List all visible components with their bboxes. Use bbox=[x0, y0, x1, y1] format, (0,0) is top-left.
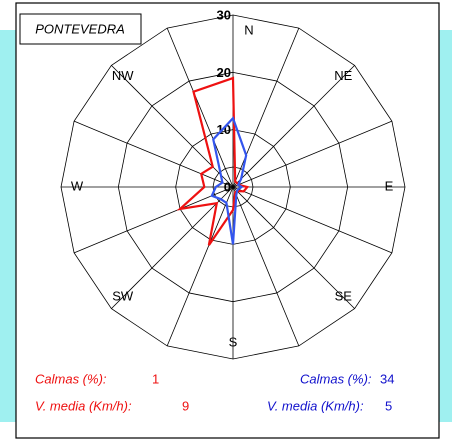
spoke bbox=[232, 120, 393, 188]
summary-value: 9 bbox=[182, 398, 189, 413]
spoke bbox=[232, 65, 355, 188]
direction-label: SW bbox=[112, 289, 134, 304]
spoke bbox=[232, 186, 393, 254]
spoke bbox=[111, 186, 234, 309]
summary-label: V. media (Km/h): bbox=[35, 398, 132, 413]
summary-value: 1 bbox=[152, 371, 159, 386]
series-line bbox=[210, 116, 248, 245]
side-band bbox=[0, 30, 16, 422]
direction-label: S bbox=[229, 334, 238, 349]
summary-label: Calmas (%): bbox=[300, 371, 372, 386]
summary-value: 34 bbox=[380, 371, 394, 386]
chart-title: PONTEVEDRA bbox=[35, 21, 125, 36]
r-tick-label: 30 bbox=[217, 7, 231, 22]
summary-label: V. media (Km/h): bbox=[267, 398, 364, 413]
r-tick-label: 20 bbox=[217, 65, 231, 80]
spoke bbox=[73, 186, 234, 254]
summary-label: Calmas (%): bbox=[35, 371, 107, 386]
r-tick-label: 0 bbox=[224, 179, 231, 194]
spoke bbox=[166, 27, 234, 188]
direction-label: NW bbox=[112, 68, 134, 83]
spoke bbox=[232, 186, 355, 309]
direction-label: W bbox=[71, 178, 84, 193]
spoke bbox=[166, 186, 234, 347]
direction-label: N bbox=[244, 22, 253, 37]
spoke bbox=[232, 186, 300, 347]
spoke bbox=[73, 120, 234, 188]
direction-label: SE bbox=[335, 289, 353, 304]
summary-value: 5 bbox=[385, 398, 392, 413]
side-band bbox=[439, 30, 452, 422]
title-box bbox=[19, 13, 142, 45]
direction-label: NE bbox=[334, 68, 352, 83]
direction-label: E bbox=[385, 178, 394, 193]
panel bbox=[15, 2, 440, 439]
